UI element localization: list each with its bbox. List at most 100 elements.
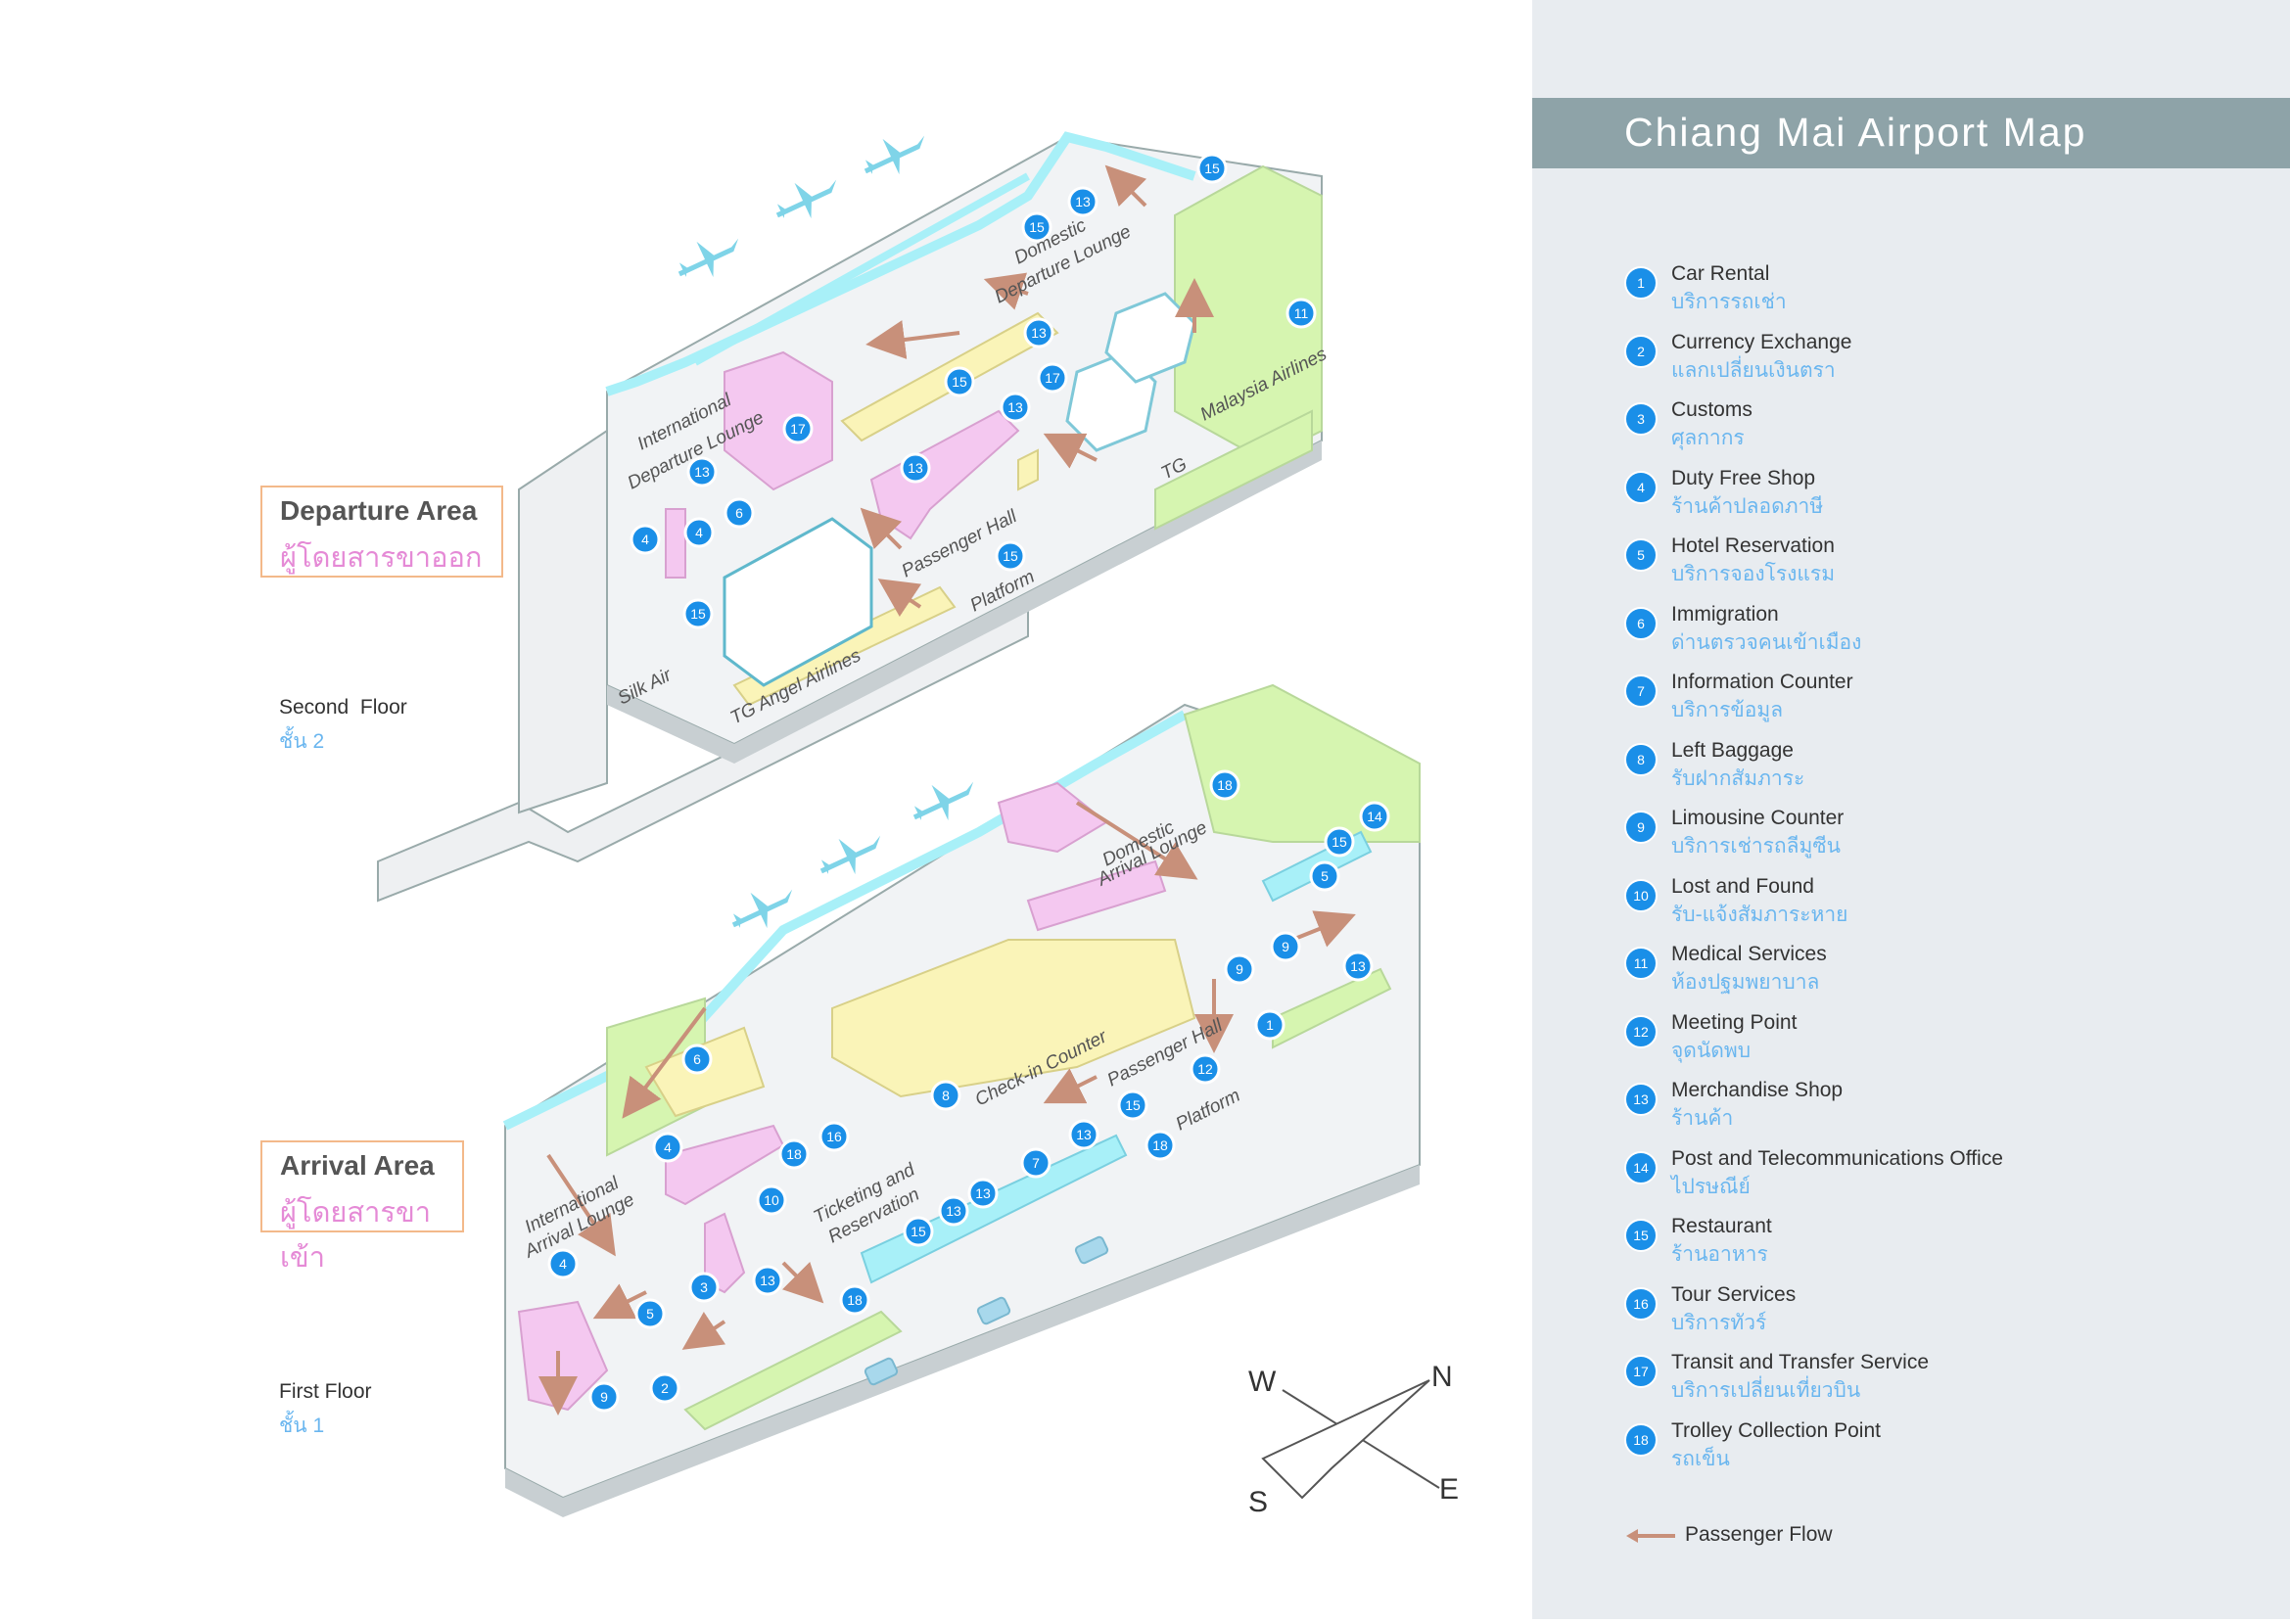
map-marker-dot xyxy=(688,1272,720,1303)
legend-item: 2 Currency Exchange แลกเปลี่ยนเงินตรา xyxy=(1624,331,2270,390)
legend-item: 10 Lost and Found รับ-แจ้งสัมภาระหาย xyxy=(1624,875,2270,934)
map-marker-dot xyxy=(1020,1147,1052,1179)
map-marker: 3 xyxy=(688,1272,720,1303)
map-marker-dot xyxy=(649,1372,680,1404)
legend-label-thai: ศุลกากร xyxy=(1671,427,1745,449)
map-marker-number: 4 xyxy=(559,1256,567,1272)
map-marker: 12 xyxy=(1190,1053,1221,1085)
departure-area-box: Departure Area ผู้โดยสารขาออก xyxy=(260,486,503,578)
map-title: Chiang Mai Airport Map xyxy=(1624,110,2087,155)
map-marker: 15 xyxy=(1196,153,1228,184)
map-marker-dot xyxy=(1342,951,1374,982)
map-marker: 13 xyxy=(1000,392,1031,423)
map-marker: 5 xyxy=(1309,860,1340,892)
legend-number-badge: 3 xyxy=(1624,402,1658,436)
map-marker-number: 15 xyxy=(1003,548,1018,564)
map-marker-dot xyxy=(682,598,714,629)
map-marker: 15 xyxy=(682,598,714,629)
legend-sidebar: Chiang Mai Airport Map 1 Car Rental บริการ… xyxy=(1532,0,2290,1619)
legend-number-badge: 13 xyxy=(1624,1083,1658,1116)
map-marker: 13 xyxy=(752,1265,783,1296)
legend-label: Restaurant xyxy=(1671,1215,1772,1237)
map-marker: 1 xyxy=(1254,1009,1285,1041)
map-marker-number: 13 xyxy=(694,464,710,480)
second-floor-plan xyxy=(377,131,1323,903)
map-marker-number: 15 xyxy=(1029,219,1045,235)
legend-label: Transit and Transfer Service xyxy=(1671,1351,1929,1373)
legend-number-badge: 5 xyxy=(1624,538,1658,572)
map-marker: 15 xyxy=(1324,826,1355,858)
map-marker: 9 xyxy=(1270,931,1301,962)
legend-label-thai: บริการเช่ารถลีมูซีน xyxy=(1671,835,1841,858)
legend-label-thai: ร้านค้าปลอดภาษี xyxy=(1671,494,1824,518)
title-bar: Chiang Mai Airport Map xyxy=(1532,98,2290,168)
map-marker-number: 4 xyxy=(664,1139,672,1155)
legend-label: Post and Telecommunications Office xyxy=(1671,1146,2003,1170)
map-marker-dot xyxy=(1021,211,1052,243)
passenger-flow-label: Passenger Flow xyxy=(1685,1523,1833,1546)
map-marker-number: 4 xyxy=(695,525,703,540)
legend-label-thai: บริการจองโรงแรม xyxy=(1671,563,1836,585)
map-marker: 7 xyxy=(1020,1147,1052,1179)
map-marker-dot xyxy=(1117,1090,1148,1121)
map-marker-number: 14 xyxy=(1367,809,1382,824)
map-marker-dot xyxy=(1068,1119,1099,1150)
legend-label-thai: บริการรถเช่า xyxy=(1671,291,1787,313)
legend-number-badge: 8 xyxy=(1624,742,1658,776)
legend-label: Information Counter xyxy=(1671,671,1853,693)
map-marker-dot xyxy=(1324,826,1355,858)
map-marker-dot xyxy=(778,1138,810,1170)
legend-label-thai: บริการข้อมูล xyxy=(1671,699,1784,721)
map-marker-dot xyxy=(652,1132,683,1163)
map-marker-number: 15 xyxy=(690,606,706,622)
map-marker-dot xyxy=(630,524,661,555)
map-marker: 16 xyxy=(818,1121,850,1152)
map-marker-number: 12 xyxy=(1197,1061,1213,1077)
legend-label: Tour Services xyxy=(1671,1282,1797,1306)
map-marker-dot xyxy=(686,456,718,487)
map-marker: 13 xyxy=(967,1178,999,1209)
map-marker-dot xyxy=(818,1121,850,1152)
map-marker: 4 xyxy=(652,1132,683,1163)
map-marker: 13 xyxy=(938,1195,969,1227)
arrival-area-subtitle: ผู้โดยสารขาเข้า xyxy=(280,1197,432,1274)
map-marker: 4 xyxy=(630,524,661,555)
map-marker-dot xyxy=(1359,801,1390,832)
legend-number-badge: 16 xyxy=(1624,1286,1658,1321)
map-marker-number: 18 xyxy=(786,1146,802,1162)
legend-label: Currency Exchange xyxy=(1671,330,1852,353)
map-marker-number: 6 xyxy=(693,1051,701,1067)
arrival-markers: 18 14 15 5 9 9 13 1 12 6 4 16 18 8 15 18 7 13 13 13 10 15 13 3 1… xyxy=(547,769,1390,1413)
map-marker-number: 13 xyxy=(760,1273,775,1288)
map-marker-dot xyxy=(903,1216,934,1247)
legend-label-thai: รับ-แจ้งสัมภาระหาย xyxy=(1671,903,1848,926)
first-floor-label-th: ชั้น 1 xyxy=(279,1415,325,1437)
map-marker-number: 5 xyxy=(1321,868,1329,884)
legend-number-badge: 12 xyxy=(1624,1014,1658,1048)
legend-number-badge: 4 xyxy=(1624,470,1658,504)
map-marker-dot xyxy=(1067,186,1098,217)
passenger-flow-arrow-icon xyxy=(1626,1529,1675,1543)
map-marker-dot xyxy=(1000,392,1031,423)
map-marker-dot xyxy=(1209,769,1240,801)
legend-item: 5 Hotel Reservation บริการจองโรงแรม xyxy=(1624,534,2270,593)
map-marker-number: 7 xyxy=(1032,1155,1040,1171)
map-marker-dot xyxy=(1145,1130,1176,1161)
map-marker-number: 3 xyxy=(700,1279,708,1295)
map-marker-dot xyxy=(839,1284,870,1316)
legend-item: 13 Merchandise Shop ร้านค้า xyxy=(1624,1079,2270,1137)
compass-south: S xyxy=(1248,1486,1269,1518)
arrival-area-box: Arrival Area ผู้โดยสารขาเข้า xyxy=(260,1140,464,1274)
map-marker-number: 6 xyxy=(735,505,743,521)
map-marker: 14 xyxy=(1359,801,1390,832)
map-marker-dot xyxy=(782,413,814,444)
departure-area-title: Departure Area xyxy=(280,495,478,526)
map-marker-dot xyxy=(1270,931,1301,962)
map-marker-dot xyxy=(683,517,715,548)
map-marker-dot xyxy=(995,540,1026,572)
map-marker-number: 13 xyxy=(1075,194,1091,209)
map-marker: 8 xyxy=(930,1080,961,1111)
map-marker: 6 xyxy=(681,1044,713,1075)
map-marker-number: 13 xyxy=(1350,958,1366,974)
map-marker-dot xyxy=(1037,362,1068,394)
